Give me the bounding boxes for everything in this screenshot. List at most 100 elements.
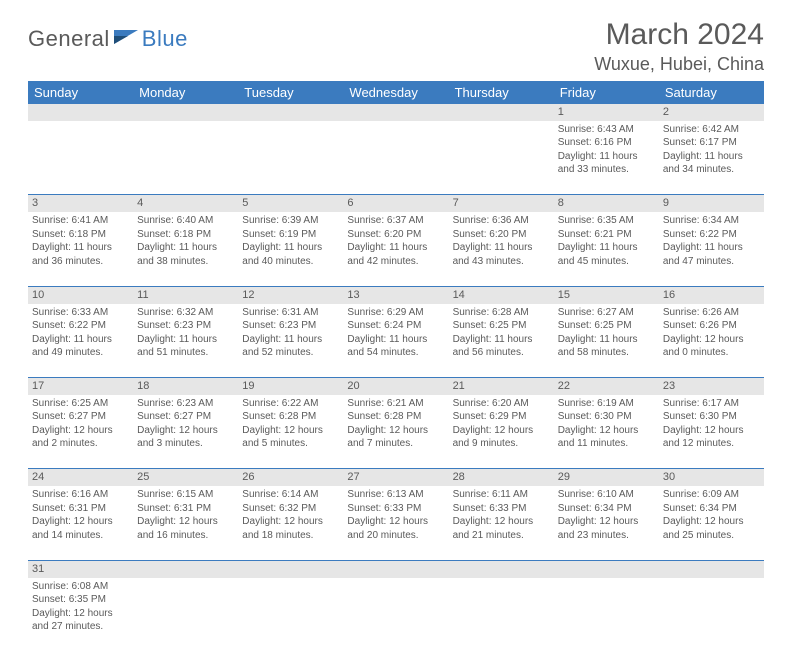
sunrise-line: Sunrise: 6:36 AM xyxy=(453,214,550,228)
day-cell: Sunrise: 6:35 AMSunset: 6:21 PMDaylight:… xyxy=(554,212,659,286)
day-cell: Sunrise: 6:08 AMSunset: 6:35 PMDaylight:… xyxy=(28,578,133,652)
daylight-line: Daylight: 11 hours and 40 minutes. xyxy=(242,241,339,268)
day-cell: Sunrise: 6:40 AMSunset: 6:18 PMDaylight:… xyxy=(133,212,238,286)
day-cell: Sunrise: 6:10 AMSunset: 6:34 PMDaylight:… xyxy=(554,486,659,560)
weekday-header: Monday xyxy=(133,81,238,104)
detail-row: Sunrise: 6:08 AMSunset: 6:35 PMDaylight:… xyxy=(28,578,764,652)
day-cell: Sunrise: 6:39 AMSunset: 6:19 PMDaylight:… xyxy=(238,212,343,286)
daylight-line: Daylight: 12 hours and 18 minutes. xyxy=(242,515,339,542)
day-cell: Sunrise: 6:11 AMSunset: 6:33 PMDaylight:… xyxy=(449,486,554,560)
day-cell: Sunrise: 6:42 AMSunset: 6:17 PMDaylight:… xyxy=(659,121,764,195)
detail-row: Sunrise: 6:16 AMSunset: 6:31 PMDaylight:… xyxy=(28,486,764,560)
day-number xyxy=(238,560,343,577)
day-number xyxy=(238,104,343,121)
detail-row: Sunrise: 6:33 AMSunset: 6:22 PM Daylight:… xyxy=(28,304,764,378)
sunset-line: Sunset: 6:24 PM xyxy=(347,319,444,333)
daynum-row: 12 xyxy=(28,104,764,121)
sunrise-line: Sunrise: 6:10 AM xyxy=(558,488,655,502)
day-number: 31 xyxy=(28,560,133,577)
day-cell: Sunrise: 6:21 AMSunset: 6:28 PMDaylight:… xyxy=(343,395,448,469)
sunrise-line: Sunrise: 6:32 AM xyxy=(137,306,234,320)
day-cell xyxy=(133,578,238,652)
sunset-line: Sunset: 6:25 PM xyxy=(453,319,550,333)
daylight-line: Daylight: 12 hours and 3 minutes. xyxy=(137,424,234,451)
sunrise-line: Sunrise: 6:42 AM xyxy=(663,123,760,137)
day-cell: Sunrise: 6:25 AMSunset: 6:27 PMDaylight:… xyxy=(28,395,133,469)
day-number: 9 xyxy=(659,195,764,212)
sunset-line: Sunset: 6:27 PM xyxy=(137,410,234,424)
logo: General Blue xyxy=(28,26,188,53)
daylight-line: Daylight: 12 hours and 5 minutes. xyxy=(242,424,339,451)
sunset-line: Sunset: 6:26 PM xyxy=(663,319,760,333)
sunset-line: Sunset: 6:30 PM xyxy=(558,410,655,424)
sunset-line: Sunset: 6:30 PM xyxy=(663,410,760,424)
day-number: 20 xyxy=(343,378,448,395)
day-number: 10 xyxy=(28,286,133,303)
day-number: 19 xyxy=(238,378,343,395)
sunset-line: Sunset: 6:34 PM xyxy=(663,502,760,516)
sunrise-line: Sunrise: 6:27 AM xyxy=(558,306,655,320)
day-number: 1 xyxy=(554,104,659,121)
day-cell: Sunrise: 6:14 AMSunset: 6:32 PMDaylight:… xyxy=(238,486,343,560)
day-number: 30 xyxy=(659,469,764,486)
weekday-header: Sunday xyxy=(28,81,133,104)
day-cell xyxy=(449,578,554,652)
day-cell: Sunrise: 6:15 AMSunset: 6:31 PMDaylight:… xyxy=(133,486,238,560)
daylight-line: Daylight: 12 hours and 14 minutes. xyxy=(32,515,129,542)
logo-text-general: General xyxy=(28,26,110,52)
day-number xyxy=(28,104,133,121)
day-number: 4 xyxy=(133,195,238,212)
day-cell: Sunrise: 6:28 AMSunset: 6:25 PMDaylight:… xyxy=(449,304,554,378)
sunset-line: Sunset: 6:22 PM xyxy=(32,319,129,333)
header: General Blue March 2024 Wuxue, Hubei, Ch… xyxy=(28,18,764,75)
sunrise-line: Sunrise: 6:23 AM xyxy=(137,397,234,411)
day-number: 12 xyxy=(238,286,343,303)
sunrise-line: Sunrise: 6:31 AM xyxy=(242,306,339,320)
daylight-line: Daylight: 12 hours and 12 minutes. xyxy=(663,424,760,451)
daylight-line: Daylight: 11 hours and 47 minutes. xyxy=(663,241,760,268)
daynum-row: 31 xyxy=(28,560,764,577)
sunset-line: Sunset: 6:33 PM xyxy=(347,502,444,516)
logo-text-blue: Blue xyxy=(142,26,188,52)
sunrise-line: Sunrise: 6:16 AM xyxy=(32,488,129,502)
day-number: 6 xyxy=(343,195,448,212)
day-cell xyxy=(343,578,448,652)
daylight-line: Daylight: 12 hours and 16 minutes. xyxy=(137,515,234,542)
weekday-header: Wednesday xyxy=(343,81,448,104)
day-number: 3 xyxy=(28,195,133,212)
sunrise-line: Sunrise: 6:21 AM xyxy=(347,397,444,411)
day-number: 26 xyxy=(238,469,343,486)
sunset-line: Sunset: 6:31 PM xyxy=(137,502,234,516)
title-block: March 2024 Wuxue, Hubei, China xyxy=(594,18,764,75)
sunrise-line: Sunrise: 6:13 AM xyxy=(347,488,444,502)
day-number: 25 xyxy=(133,469,238,486)
flag-icon xyxy=(114,28,140,53)
calendar-table: SundayMondayTuesdayWednesdayThursdayFrid… xyxy=(28,81,764,652)
daylight-line: Daylight: 11 hours and 43 minutes. xyxy=(453,241,550,268)
day-number: 29 xyxy=(554,469,659,486)
sunset-line: Sunset: 6:19 PM xyxy=(242,228,339,242)
day-cell: Sunrise: 6:23 AMSunset: 6:27 PMDaylight:… xyxy=(133,395,238,469)
sunrise-line: Sunrise: 6:14 AM xyxy=(242,488,339,502)
day-cell: Sunrise: 6:13 AMSunset: 6:33 PMDaylight:… xyxy=(343,486,448,560)
daylight-line: Daylight: 12 hours and 2 minutes. xyxy=(32,424,129,451)
sunset-line: Sunset: 6:17 PM xyxy=(663,136,760,150)
detail-row: Sunrise: 6:41 AMSunset: 6:18 PMDaylight:… xyxy=(28,212,764,286)
sunset-line: Sunset: 6:25 PM xyxy=(558,319,655,333)
sunset-line: Sunset: 6:29 PM xyxy=(453,410,550,424)
daylight-line: Daylight: 12 hours and 11 minutes. xyxy=(558,424,655,451)
sunrise-line: Sunrise: 6:19 AM xyxy=(558,397,655,411)
day-cell: Sunrise: 6:32 AMSunset: 6:23 PMDaylight:… xyxy=(133,304,238,378)
sunset-line: Sunset: 6:20 PM xyxy=(453,228,550,242)
daylight-line: Daylight: 11 hours and 56 minutes. xyxy=(453,333,550,360)
sunset-line: Sunset: 6:18 PM xyxy=(32,228,129,242)
sunrise-line: Sunrise: 6:33 AM xyxy=(32,306,129,320)
day-cell: Sunrise: 6:41 AMSunset: 6:18 PMDaylight:… xyxy=(28,212,133,286)
location: Wuxue, Hubei, China xyxy=(594,54,764,75)
daylight-line: Daylight: 12 hours and 21 minutes. xyxy=(453,515,550,542)
day-cell: Sunrise: 6:33 AMSunset: 6:22 PMDaylight:… xyxy=(28,304,133,378)
day-cell: Sunrise: 6:29 AMSunset: 6:24 PMDaylight:… xyxy=(343,304,448,378)
daylight-line: Daylight: 11 hours and 42 minutes. xyxy=(347,241,444,268)
sunrise-line: Sunrise: 6:40 AM xyxy=(137,214,234,228)
day-cell: Sunrise: 6:26 AMSunset: 6:26 PMDaylight:… xyxy=(659,304,764,378)
